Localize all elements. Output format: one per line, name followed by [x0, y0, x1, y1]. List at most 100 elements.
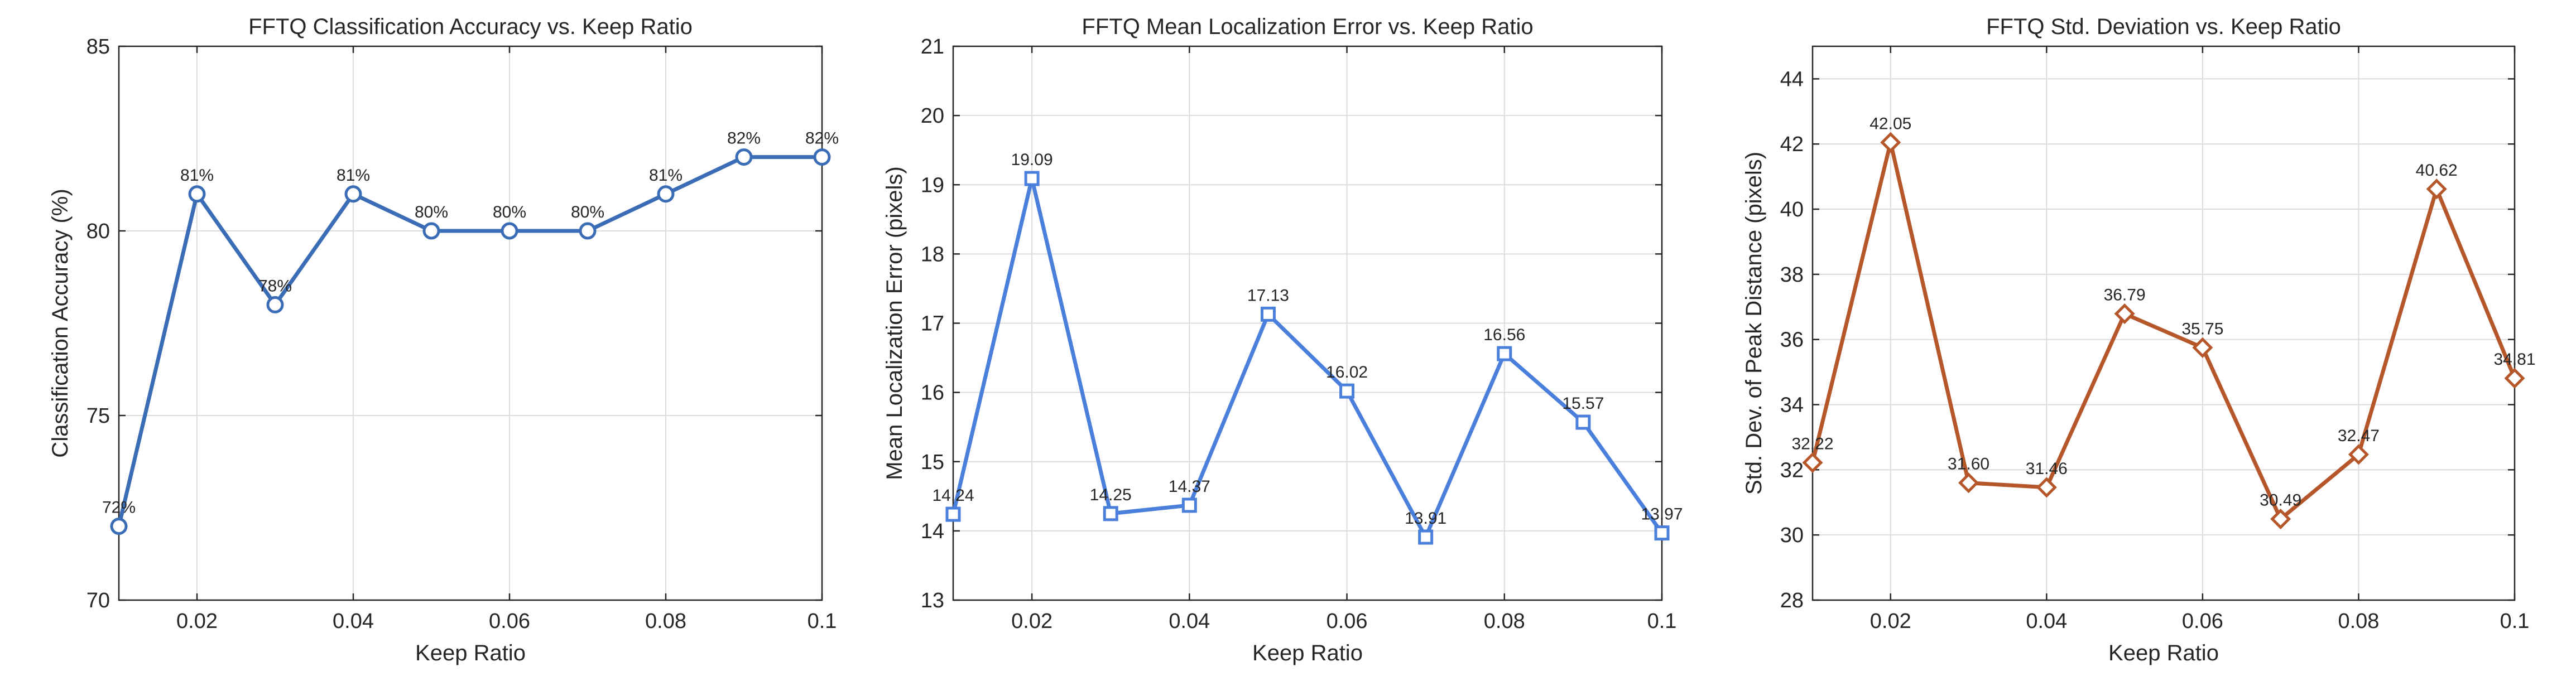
accuracy-data-point — [735, 148, 753, 166]
accuracy-y-axis-label: Classification Accuracy (%) — [48, 189, 73, 457]
std-deviation-x-tick-label: 0.06 — [2182, 610, 2223, 633]
std-deviation-x-tick-label: 0.08 — [2338, 610, 2379, 633]
localization-error-data-point — [1497, 346, 1512, 361]
accuracy-data-label: 81% — [180, 166, 214, 185]
localization-error-data-point — [1260, 306, 1276, 322]
localization-error-data-label: 16.56 — [1483, 326, 1525, 344]
localization-error-series-line — [951, 176, 1664, 539]
localization-error-data-point — [1575, 414, 1591, 430]
localization-error-y-tick-label: 20 — [921, 104, 944, 128]
accuracy-axes-box — [118, 45, 823, 601]
accuracy-data-point — [657, 185, 675, 203]
localization-error-y-tick-label: 15 — [921, 451, 944, 474]
accuracy-x-tick-label: 0.08 — [645, 610, 686, 633]
std-deviation-chart-title: FFTQ Std. Deviation vs. Keep Ratio — [1986, 15, 2341, 39]
std-deviation-data-point — [2270, 509, 2291, 530]
std-deviation-y-tick-label: 30 — [1780, 524, 1804, 547]
accuracy-data-point — [110, 518, 128, 535]
std-deviation-y-tick-label: 28 — [1780, 589, 1804, 612]
localization-error-data-point — [1339, 383, 1355, 399]
accuracy-x-tick-label: 0.04 — [333, 610, 374, 633]
std-deviation-x-tick-label: 0.02 — [1870, 610, 1911, 633]
std-deviation-data-label: 32.47 — [2338, 427, 2380, 445]
accuracy-y-tick-label: 85 — [86, 35, 110, 59]
localization-error-y-axis-label: Mean Localization Error (pixels) — [882, 166, 907, 480]
localization-error-data-point — [1418, 529, 1434, 545]
accuracy-data-point — [344, 185, 362, 203]
std-deviation-y-tick-label: 34 — [1780, 394, 1804, 417]
accuracy-data-label: 80% — [571, 203, 604, 221]
localization-error-data-label: 17.13 — [1247, 286, 1289, 305]
std-deviation-data-label: 40.62 — [2416, 161, 2458, 180]
accuracy-x-axis-label: Keep Ratio — [415, 641, 526, 665]
localization-error-data-label: 14.37 — [1169, 477, 1210, 496]
accuracy-data-label: 72% — [102, 499, 136, 517]
std-deviation-chart: 0.02 0.04 0.06 0.08 0.1 28 30 32 34 36 38 40 42 44 FFT… — [1742, 15, 2536, 665]
accuracy-data-point — [501, 222, 518, 240]
accuracy-data-point — [579, 222, 597, 240]
accuracy-series-line — [117, 155, 824, 529]
std-deviation-data-label: 36.79 — [2104, 286, 2146, 305]
accuracy-data-label: 81% — [649, 166, 683, 185]
std-deviation-y-tick-label: 42 — [1780, 133, 1804, 156]
accuracy-data-label: 80% — [415, 203, 448, 221]
accuracy-y-tick-label: 75 — [86, 404, 110, 428]
std-deviation-axes-box — [1811, 45, 2516, 601]
std-deviation-series-line — [1810, 140, 2517, 521]
std-deviation-data-point — [2036, 477, 2057, 498]
std-deviation-x-tick-label: 0.1 — [2500, 610, 2530, 633]
accuracy-data-label: 82% — [805, 129, 839, 148]
std-deviation-y-tick-label: 36 — [1780, 328, 1804, 352]
localization-error-y-tick-label: 16 — [921, 381, 944, 405]
accuracy-chart-title: FFTQ Classification Accuracy vs. Keep Ra… — [248, 15, 693, 39]
std-deviation-y-tick-label: 44 — [1780, 67, 1804, 91]
localization-error-data-label: 13.91 — [1405, 509, 1446, 528]
accuracy-data-point — [422, 222, 440, 240]
accuracy-chart: 0.02 0.04 0.06 0.08 0.1 70 75 80 85 FFTQ Classifi… — [48, 15, 839, 665]
localization-error-chart-title: FFTQ Mean Localization Error vs. Keep Ra… — [1082, 15, 1533, 39]
localization-error-x-tick-label: 0.04 — [1169, 610, 1210, 633]
std-deviation-data-label: 30.49 — [2260, 491, 2301, 510]
std-deviation-y-tick-label: 32 — [1780, 458, 1804, 482]
std-deviation-y-tick-label: 38 — [1780, 263, 1804, 287]
std-deviation-data-point — [1958, 472, 1979, 494]
std-deviation-y-axis-label: Std. Dev. of Peak Distance (pixels) — [1742, 152, 1766, 495]
accuracy-plot-area — [119, 46, 822, 600]
std-deviation-plot-area — [1813, 46, 2515, 600]
localization-error-data-point — [1181, 497, 1197, 513]
localization-error-x-tick-label: 0.1 — [1647, 610, 1677, 633]
localization-error-x-tick-label: 0.02 — [1011, 610, 1052, 633]
std-deviation-data-point — [2114, 303, 2135, 325]
std-deviation-x-axis-label: Keep Ratio — [2108, 641, 2219, 665]
accuracy-x-tick-label: 0.06 — [489, 610, 530, 633]
std-deviation-data-label: 31.46 — [2026, 460, 2068, 478]
localization-error-x-tick-label: 0.06 — [1327, 610, 1368, 633]
localization-error-y-tick-label: 13 — [921, 589, 944, 612]
localization-error-data-label: 14.24 — [932, 486, 974, 505]
localization-error-y-tick-label: 17 — [921, 312, 944, 336]
std-deviation-data-label: 42.05 — [1869, 114, 1911, 133]
std-deviation-data-label: 31.60 — [1948, 455, 1989, 474]
localization-error-y-tick-label: 18 — [921, 243, 944, 266]
accuracy-data-label: 78% — [258, 277, 292, 295]
std-deviation-data-point — [2504, 368, 2525, 389]
std-deviation-data-point — [1880, 132, 1901, 153]
std-deviation-data-point — [2426, 178, 2447, 200]
accuracy-data-label: 82% — [727, 129, 761, 148]
std-deviation-y-tick-label: 40 — [1780, 198, 1804, 221]
accuracy-data-point — [188, 185, 206, 203]
accuracy-data-point — [813, 148, 831, 166]
localization-error-y-tick-label: 21 — [921, 35, 944, 59]
localization-error-data-point — [1024, 171, 1040, 186]
std-deviation-data-point — [2192, 337, 2213, 358]
localization-error-data-point — [945, 506, 961, 522]
accuracy-y-tick-label: 80 — [86, 220, 110, 243]
accuracy-data-label: 80% — [493, 203, 526, 221]
std-deviation-data-point — [1802, 452, 1823, 474]
localization-error-y-tick-label: 19 — [921, 173, 944, 197]
std-deviation-data-label: 35.75 — [2181, 320, 2223, 338]
localization-error-data-point — [1654, 525, 1670, 541]
std-deviation-x-tick-label: 0.04 — [2026, 610, 2067, 633]
accuracy-data-point — [266, 296, 284, 313]
